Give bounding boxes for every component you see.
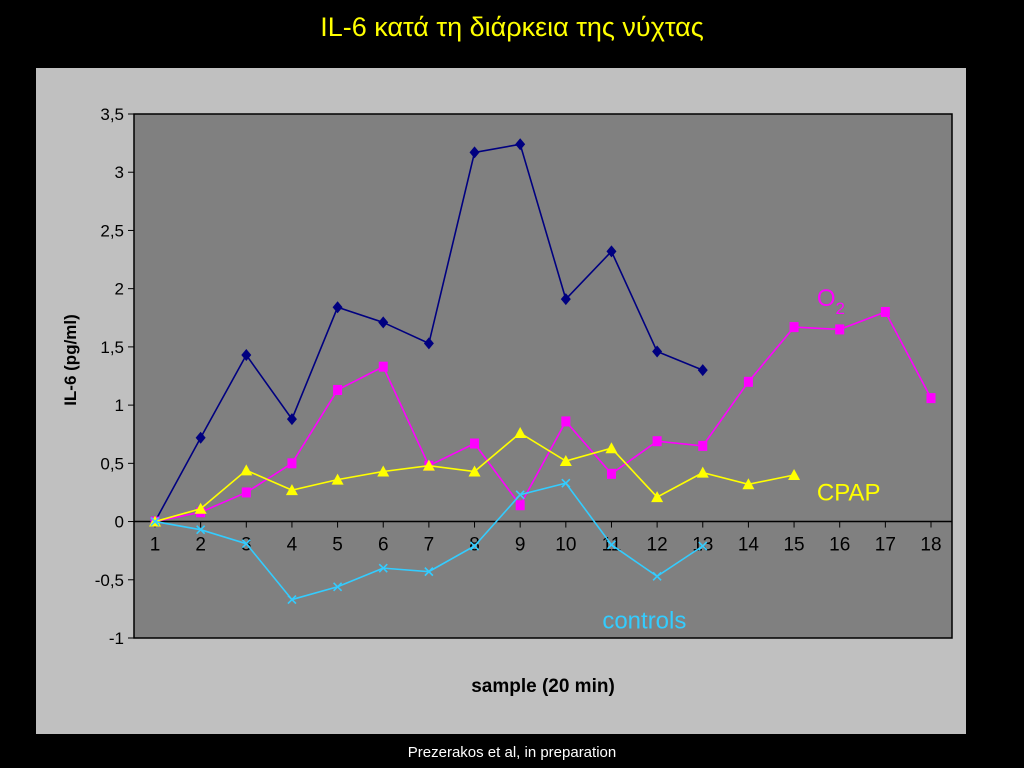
data-point-o2 [241, 487, 251, 498]
data-point-o2 [743, 376, 753, 387]
series-line-o2 [154, 310, 932, 523]
data-point-o2 [880, 306, 890, 317]
data-point-controls [515, 490, 525, 500]
data-point-controls [561, 478, 571, 488]
x-tick-label: 6 [378, 535, 389, 556]
data-point-cpap [696, 466, 709, 478]
data-point-o2 [378, 361, 388, 372]
data-point-cpap [742, 478, 755, 490]
y-tick-label: 1,5 [100, 338, 124, 357]
data-point-cpap [651, 491, 664, 503]
data-point-series-1 [378, 316, 389, 329]
x-tick-label: 12 [647, 535, 668, 556]
x-tick-label: 18 [920, 535, 941, 556]
plot-area [133, 113, 953, 639]
data-point-o2 [926, 393, 936, 404]
data-point-o2 [333, 384, 343, 395]
data-point-series-1 [469, 146, 480, 159]
x-tick-label: 15 [783, 535, 804, 556]
data-point-o2 [561, 416, 571, 427]
x-tick-label: 9 [515, 535, 526, 556]
x-tick-label: 1 [150, 535, 161, 556]
data-point-cpap [605, 442, 618, 454]
x-axis-title: sample (20 min) [471, 676, 615, 697]
data-point-series-1 [286, 413, 297, 426]
data-point-series-1 [652, 345, 663, 358]
data-point-o2 [835, 324, 845, 335]
data-point-cpap [331, 473, 344, 485]
x-tick-label: 4 [287, 535, 298, 556]
data-point-cpap [285, 484, 298, 496]
data-point-o2 [470, 438, 480, 449]
data-point-controls [333, 582, 343, 592]
data-point-series-1 [697, 364, 708, 377]
data-point-o2 [789, 322, 799, 333]
line-chart: 3,532,521,510,50-0,5-11 2 3 4 5 6 7 8 9 10 11 12 13 1… [61, 105, 953, 697]
y-tick-label: 2,5 [100, 221, 124, 240]
data-point-o2 [287, 458, 297, 469]
data-point-controls [698, 541, 708, 551]
data-point-controls [652, 571, 662, 581]
data-point-series-1 [515, 138, 526, 151]
data-point-series-1 [195, 431, 206, 444]
data-point-controls [150, 516, 160, 527]
x-tick-label: 7 [424, 535, 435, 556]
data-point-o2 [698, 440, 708, 451]
data-point-cpap [559, 455, 572, 467]
data-point-series-1 [241, 349, 252, 362]
data-point-cpap [422, 459, 435, 471]
footer-credit: Prezerakos et al, in preparation [407, 744, 617, 761]
y-tick-label: -0,5 [95, 571, 124, 590]
x-tick-label: 5 [332, 535, 343, 556]
data-point-series-1 [560, 293, 571, 306]
x-tick-label: 3 [241, 535, 252, 556]
y-tick-label: 0,5 [100, 454, 124, 473]
data-point-controls [287, 595, 297, 605]
x-tick-label: 17 [875, 535, 896, 556]
data-point-controls [424, 567, 434, 577]
x-tick-label: 2 [195, 535, 206, 556]
y-tick-label: 2 [115, 280, 124, 299]
x-tick-label: 14 [738, 535, 760, 556]
y-axis-title: IL-6 (pg/ml) [61, 314, 80, 406]
chart-panel: 3,5 3 2,5 2 1,5 1 0,5 0 -0,5 -1 1 2 3 4 5 6 7 8 9 10 11 12 13 1… [36, 68, 966, 734]
y-tick-label: 1 [115, 396, 124, 415]
y-tick-label: 3,5 [100, 105, 124, 124]
data-point-cpap [788, 468, 801, 480]
x-tick-label: 10 [555, 535, 576, 556]
data-point-series-1 [423, 337, 434, 350]
data-point-cpap [240, 464, 253, 476]
y-tick-label: 3 [115, 163, 124, 182]
series-label-controls: controls [602, 608, 686, 635]
y-tick-label: -1 [109, 629, 124, 648]
data-point-series-1 [332, 301, 343, 314]
data-point-o2 [606, 468, 616, 479]
data-point-cpap [377, 465, 390, 477]
series-label-cpap: CPAP [817, 480, 881, 507]
data-point-controls [378, 563, 388, 573]
data-point-cpap [194, 502, 207, 514]
data-point-series-1 [606, 245, 617, 258]
data-point-cpap [468, 465, 481, 477]
slide-title: IL-6 κατά τη διάρκεια της νύχτας [320, 12, 704, 42]
data-point-controls [469, 541, 480, 551]
data-point-controls [196, 525, 206, 535]
data-point-o2 [515, 500, 525, 511]
y-tick-label: 0 [115, 513, 124, 532]
x-tick-label: 16 [829, 535, 850, 556]
data-point-cpap [514, 427, 527, 439]
data-point-o2 [652, 436, 662, 447]
data-point-controls [241, 539, 251, 549]
data-point-controls [606, 540, 617, 550]
